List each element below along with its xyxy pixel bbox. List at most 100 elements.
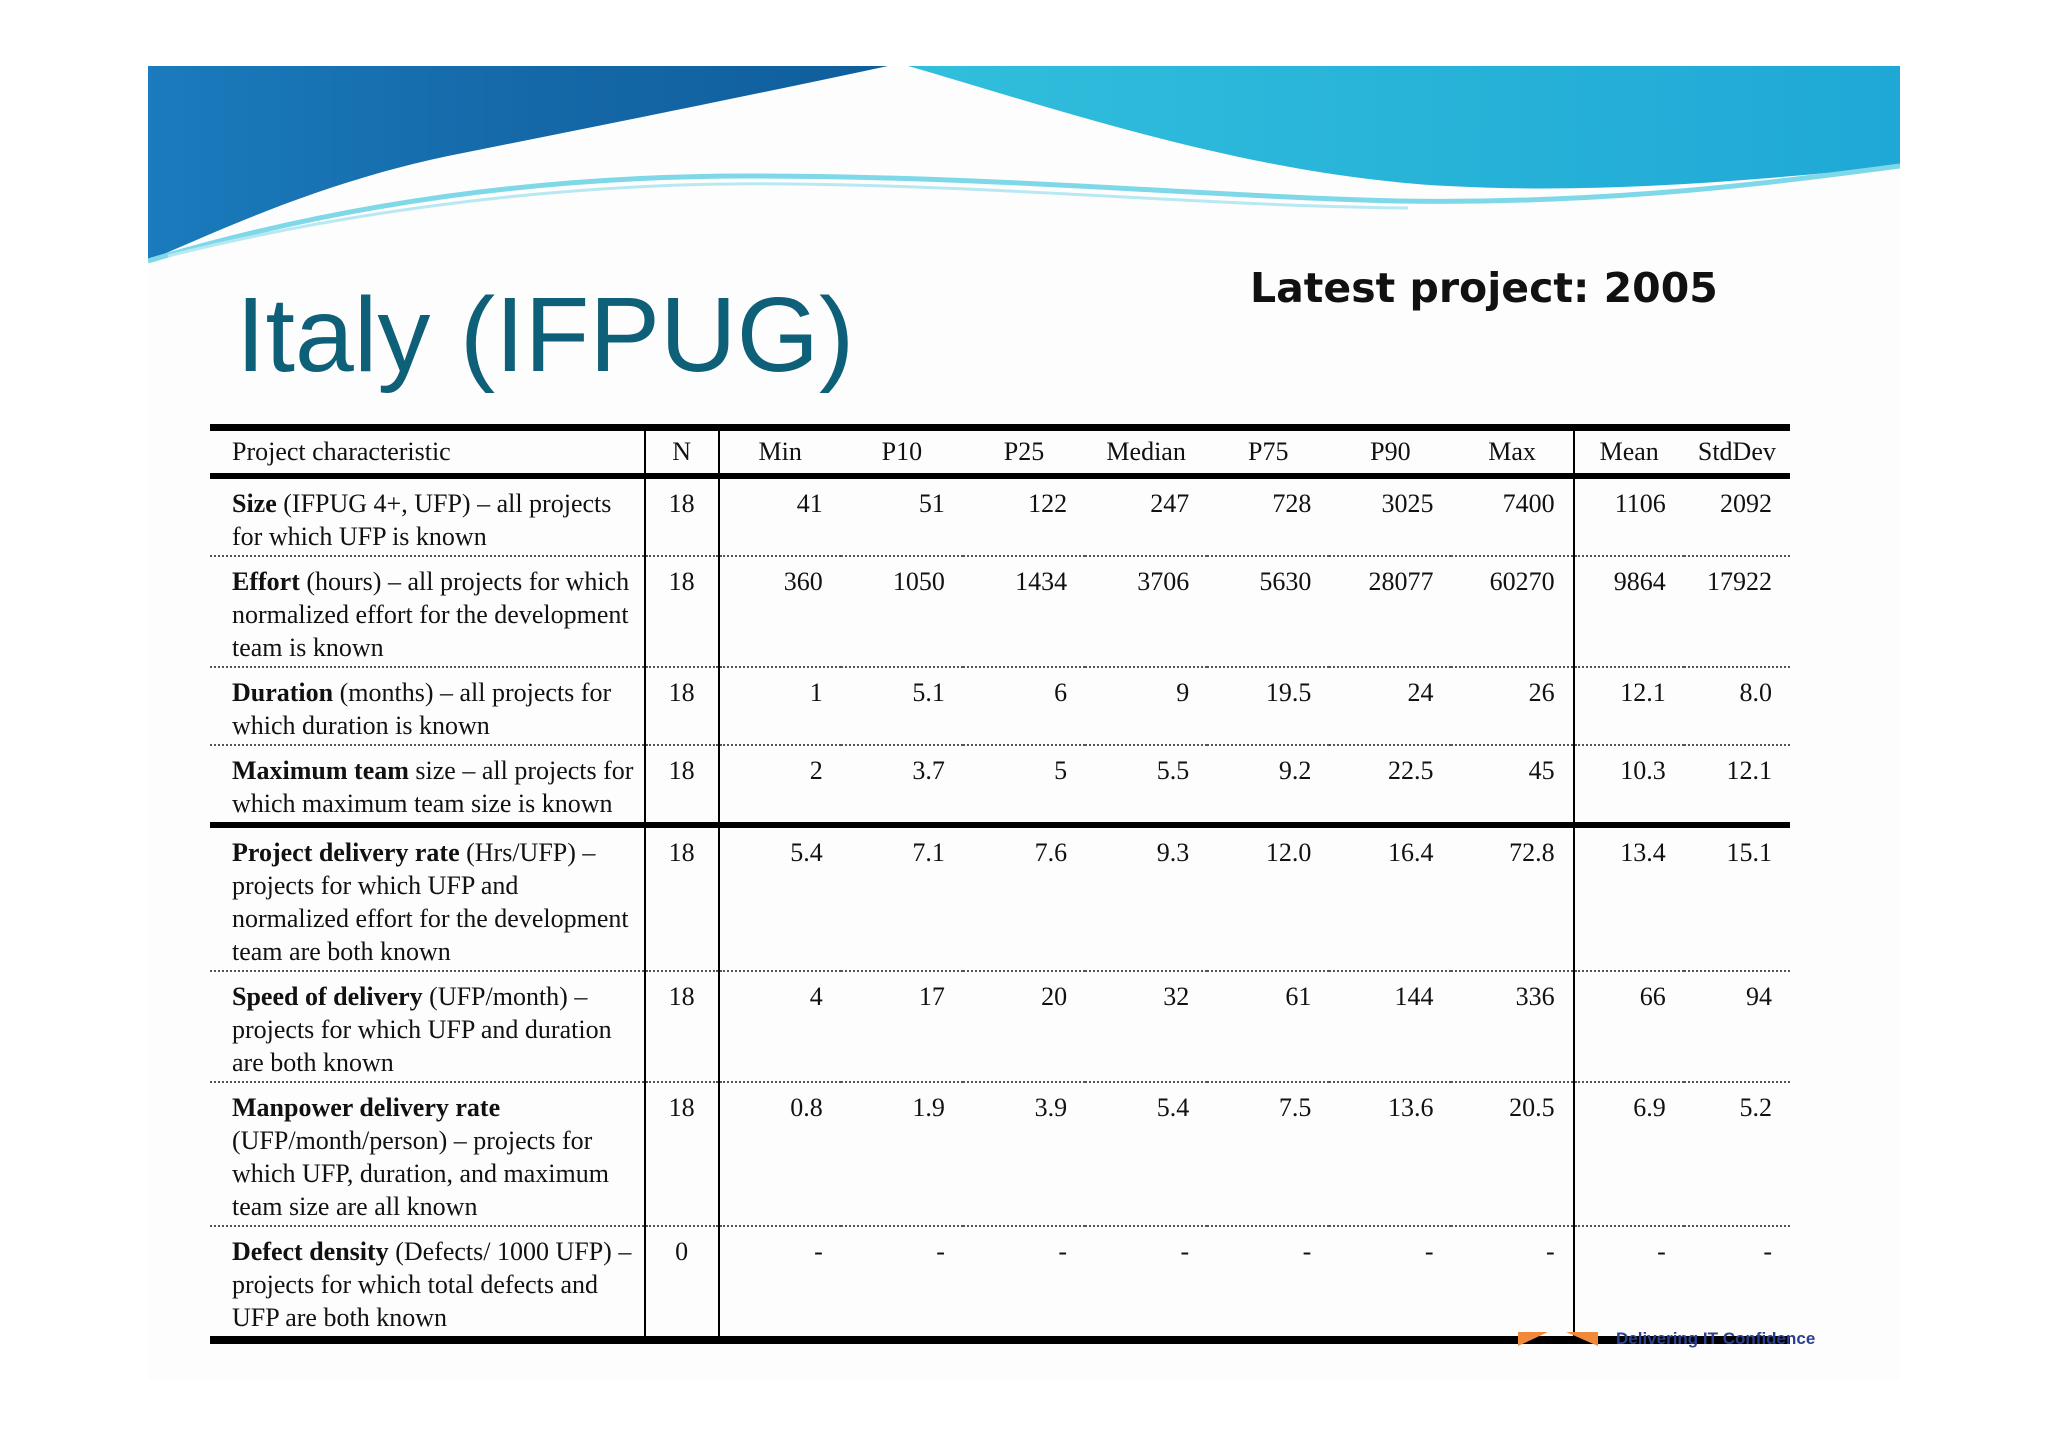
cell-p10: - <box>936 1237 945 1266</box>
cell-max: 26 <box>1451 667 1575 745</box>
cell-p75: 728 <box>1272 489 1312 518</box>
cell-n: 18 <box>644 825 720 971</box>
row-label-description: (months) – all projects for which durati… <box>232 678 612 740</box>
cell-n: 18 <box>644 971 720 1082</box>
company-logo-icon <box>1518 1332 1598 1346</box>
column-header-p10: P10 <box>881 437 923 466</box>
row-label-lead: Duration <box>232 678 334 707</box>
cell-min: - <box>814 1237 823 1266</box>
cell-max: 72.8 <box>1451 825 1575 971</box>
cell-median: - <box>1180 1237 1190 1266</box>
cell-stddev: 17922 <box>1707 567 1772 596</box>
table-row: Speed of delivery (UFP/month) – projects… <box>210 971 1790 1082</box>
cell-median: 5.4 <box>1156 1093 1190 1122</box>
cell-min: 2 <box>809 756 823 785</box>
column-header-stddev: StdDev <box>1697 437 1776 466</box>
cell-mean: 10.3 <box>1620 756 1666 785</box>
cell-n: 18 <box>644 1082 720 1226</box>
cell-min: 1 <box>809 678 823 707</box>
row-label: Maximum team size – all projects for whi… <box>210 745 646 825</box>
cell-stddev: 2092 <box>1720 489 1772 518</box>
cell-p10: 51 <box>918 489 945 518</box>
cell-max: 45 <box>1451 745 1575 825</box>
slide-title: Italy (IFPUG) <box>236 276 855 394</box>
cell-stddev: 15.1 <box>1726 838 1773 867</box>
cell-p75: 7.5 <box>1278 1093 1312 1122</box>
table-row: Project delivery rate (Hrs/UFP) – projec… <box>210 825 1790 971</box>
row-label: Speed of delivery (UFP/month) – projects… <box>210 971 646 1082</box>
cell-p75: 12.0 <box>1265 838 1312 867</box>
column-header-n: N <box>644 427 720 476</box>
cell-p25: 20 <box>1041 982 1068 1011</box>
cell-p75: - <box>1302 1237 1312 1266</box>
row-label-lead: Maximum team <box>232 756 409 785</box>
row-label: Effort (hours) – all projects for which … <box>210 556 646 667</box>
cell-max: 7400 <box>1451 476 1575 556</box>
cell-min: 4 <box>809 982 823 1011</box>
row-label-lead: Defect density <box>232 1237 389 1266</box>
row-label-description: (UFP/month) – projects for which UFP and… <box>232 982 612 1077</box>
cell-n: 18 <box>644 667 720 745</box>
cell-stddev: 94 <box>1746 982 1772 1011</box>
cell-p25: 6 <box>1054 678 1068 707</box>
cell-p90: 13.6 <box>1387 1093 1434 1122</box>
cell-stddev: - <box>1763 1237 1772 1266</box>
table-row: Effort (hours) – all projects for which … <box>210 556 1790 667</box>
column-header-median: Median <box>1106 437 1186 466</box>
cell-p90: - <box>1424 1237 1434 1266</box>
cell-mean: 12.1 <box>1620 678 1666 707</box>
cell-median: 9 <box>1176 678 1190 707</box>
row-label-description: (hours) – all projects for which normali… <box>232 567 630 662</box>
cell-n: 0 <box>644 1226 720 1340</box>
cell-min: 0.8 <box>790 1093 823 1122</box>
cell-p75: 5630 <box>1259 567 1312 596</box>
cell-p10: 7.1 <box>912 838 945 867</box>
column-header-p25: P25 <box>1003 437 1045 466</box>
row-label-description: (Defects/ 1000 UFP) – projects for which… <box>232 1237 632 1332</box>
cell-p25: 3.9 <box>1034 1093 1068 1122</box>
cell-max: 20.5 <box>1451 1082 1575 1226</box>
cell-mean: 1106 <box>1614 489 1666 518</box>
cell-min: 41 <box>796 489 823 518</box>
header-wave-banner <box>148 66 1900 264</box>
cell-min: 360 <box>783 567 823 596</box>
cell-p75: 19.5 <box>1265 678 1312 707</box>
row-label-description: (UFP/month/person) – projects for which … <box>232 1126 609 1221</box>
row-label-description: (IFPUG 4+, UFP) – all projects for which… <box>232 489 612 551</box>
cell-p90: 28077 <box>1368 567 1434 596</box>
latest-project-label: Latest project: 2005 <box>1250 264 1718 312</box>
cell-p90: 24 <box>1407 678 1434 707</box>
table-row: Duration (months) – all projects for whi… <box>210 667 1790 745</box>
row-label-lead: Project delivery rate <box>232 838 460 867</box>
row-label: Manpower delivery rate (UFP/month/person… <box>210 1082 646 1226</box>
cell-min: 5.4 <box>790 838 823 867</box>
cell-median: 9.3 <box>1156 838 1190 867</box>
cell-stddev: 12.1 <box>1726 756 1773 785</box>
table-row: Size (IFPUG 4+, UFP) – all projects for … <box>210 476 1790 556</box>
cell-p25: 1434 <box>1015 567 1068 596</box>
cell-median: 32 <box>1163 982 1190 1011</box>
cell-p75: 9.2 <box>1278 756 1312 785</box>
table-row: Defect density (Defects/ 1000 UFP) – pro… <box>210 1226 1790 1340</box>
table-row: Maximum team size – all projects for whi… <box>210 745 1790 825</box>
cell-mean: 6.9 <box>1633 1093 1666 1122</box>
footer-tagline: Delivering IT Confidence <box>1616 1329 1816 1348</box>
cell-max: 60270 <box>1451 556 1575 667</box>
column-header-mean: Mean <box>1599 437 1659 466</box>
cell-p90: 144 <box>1394 982 1434 1011</box>
cell-stddev: 5.2 <box>1739 1093 1773 1122</box>
row-label-lead: Size <box>232 489 277 518</box>
cell-p25: 7.6 <box>1034 838 1068 867</box>
column-header-p90: P90 <box>1370 437 1411 466</box>
cell-mean: 9864 <box>1613 567 1666 596</box>
cell-p10: 17 <box>918 982 945 1011</box>
table-row: Manpower delivery rate (UFP/month/person… <box>210 1082 1790 1226</box>
statistics-table: Project characteristic N Min P10 P25 Med… <box>210 424 1790 1344</box>
cell-p75: 61 <box>1285 982 1312 1011</box>
cell-p25: 122 <box>1028 489 1068 518</box>
cell-p10: 1.9 <box>912 1093 945 1122</box>
row-label-description: size – all projects for which maximum te… <box>232 756 634 818</box>
column-header-min: Min <box>758 437 802 466</box>
cell-p90: 3025 <box>1381 489 1434 518</box>
column-header-characteristic: Project characteristic <box>210 427 646 476</box>
